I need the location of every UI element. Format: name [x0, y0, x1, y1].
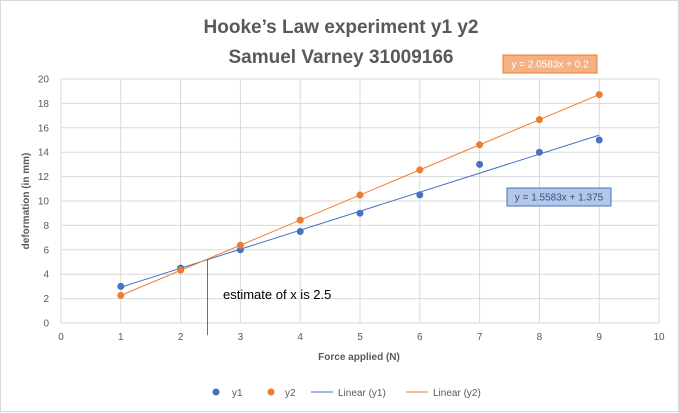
x-tick-label: 9 [596, 332, 602, 343]
legend-label-linear-y2: Linear (y2) [433, 388, 481, 399]
x-axis-title: Force applied (N) [318, 352, 400, 363]
trendline-equation-y2-box [502, 54, 598, 74]
annotation-group: estimate of x is 2.5 [207, 259, 331, 336]
y-tick-label: 20 [38, 75, 50, 86]
y-tick-label: 14 [38, 148, 50, 159]
legend-label-y2: y2 [285, 388, 296, 399]
point-y2 [296, 216, 304, 224]
point-y2 [177, 266, 185, 274]
point-y2 [236, 241, 244, 249]
y-axis-title: deformation (in mm) [21, 153, 32, 250]
point-y1 [476, 160, 484, 168]
y-tick-label: 2 [43, 294, 49, 305]
x-tick-label: 5 [357, 332, 363, 343]
point-y1 [535, 148, 543, 156]
x-tick-labels: 0 1 2 3 4 5 6 7 8 9 10 [58, 332, 665, 343]
point-y2 [535, 116, 543, 124]
x-tick-label: 3 [238, 332, 244, 343]
legend-label-linear-y1: Linear (y1) [338, 388, 386, 399]
x-tick-label: 4 [297, 332, 303, 343]
y-tick-label: 8 [43, 221, 49, 232]
point-y1 [356, 209, 364, 217]
legend-label-y1: y1 [232, 388, 243, 399]
point-y2 [416, 166, 424, 174]
y-tick-label: 0 [43, 319, 49, 330]
x-tick-label: 8 [537, 332, 543, 343]
point-y1 [595, 136, 603, 144]
x-tick-label: 1 [118, 332, 124, 343]
data-points [117, 91, 603, 299]
point-y1 [416, 191, 424, 199]
y-tick-label: 16 [38, 123, 50, 134]
y-tick-labels: 0 2 4 6 8 10 12 14 16 18 20 [38, 75, 50, 330]
gridlines [60, 78, 660, 324]
x-tick-label: 7 [477, 332, 483, 343]
point-y1 [117, 282, 125, 290]
point-y2 [356, 191, 364, 199]
x-tick-label: 6 [417, 332, 423, 343]
point-y2 [117, 291, 125, 299]
chart-title-line-2: Samuel Varney 31009166 [228, 47, 453, 68]
legend: y1 y2 Linear (y1) Linear (y2) [212, 388, 481, 399]
y-tick-label: 18 [38, 99, 50, 110]
y-tick-label: 12 [38, 172, 50, 183]
legend-marker-y2 [267, 388, 275, 396]
y-tick-label: 10 [38, 197, 50, 208]
point-y2 [476, 141, 484, 149]
point-y2 [595, 91, 603, 99]
x-tick-label: 10 [653, 332, 665, 343]
estimate-annotation: estimate of x is 2.5 [223, 287, 331, 302]
point-y1 [296, 228, 304, 235]
y-tick-label: 6 [43, 245, 49, 256]
chart-title-line-1: Hooke’s Law experiment y1 y2 [204, 17, 479, 38]
trendline-equation-y1: y = 1.5583x + 1.375 [515, 193, 604, 204]
x-tick-label: 2 [178, 332, 184, 343]
trendline-equation-y1-box [506, 187, 612, 207]
x-tick-label: 0 [58, 332, 64, 343]
trendline-equation-y2: y = 2.0583x + 0.2 [511, 60, 589, 71]
legend-marker-y1 [212, 388, 220, 396]
y-tick-label: 4 [43, 270, 49, 281]
